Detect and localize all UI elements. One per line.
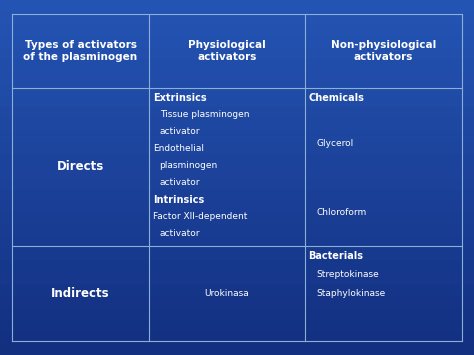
Text: Directs: Directs	[57, 160, 104, 173]
Text: Physiological
activators: Physiological activators	[188, 40, 266, 62]
Bar	[0, 331, 474, 343]
Bar	[0, 225, 474, 237]
Text: Staphylokinase: Staphylokinase	[317, 289, 386, 298]
Bar	[0, 59, 474, 71]
Bar	[0, 320, 474, 331]
Bar	[0, 308, 474, 320]
Text: activator: activator	[160, 127, 200, 136]
Text: Chemicals: Chemicals	[309, 93, 364, 103]
Text: Streptokinase: Streptokinase	[317, 270, 379, 279]
Text: Intrinsics: Intrinsics	[153, 195, 204, 205]
Text: Urokinasa: Urokinasa	[204, 289, 249, 298]
Bar	[0, 47, 474, 59]
Bar	[0, 106, 474, 118]
Bar	[0, 260, 474, 272]
Text: Non-physiological
activators: Non-physiological activators	[331, 40, 436, 62]
Text: Endothelial: Endothelial	[153, 144, 204, 153]
Bar	[0, 154, 474, 166]
Bar	[0, 284, 474, 296]
Bar	[0, 83, 474, 95]
Bar	[0, 201, 474, 213]
Text: Indirects: Indirects	[51, 287, 110, 300]
Text: Extrinsics: Extrinsics	[153, 93, 207, 103]
Bar	[0, 118, 474, 130]
Text: Tissue plasminogen: Tissue plasminogen	[160, 110, 249, 119]
Text: Factor XII-dependent: Factor XII-dependent	[153, 212, 247, 221]
Bar	[0, 95, 474, 106]
Text: Glycerol: Glycerol	[317, 139, 354, 148]
Bar	[0, 237, 474, 248]
Bar	[0, 248, 474, 260]
Text: activator: activator	[160, 178, 200, 187]
Bar	[0, 296, 474, 308]
Bar	[0, 272, 474, 284]
Text: plasminogen: plasminogen	[160, 161, 218, 170]
Bar	[0, 24, 474, 36]
Bar	[0, 130, 474, 142]
Bar	[0, 166, 474, 178]
Bar	[0, 36, 474, 47]
Bar	[0, 0, 474, 12]
Bar	[0, 142, 474, 154]
Bar	[0, 189, 474, 201]
Bar	[0, 178, 474, 189]
Text: Chloroform: Chloroform	[317, 208, 367, 217]
Text: Bacterials: Bacterials	[309, 251, 364, 261]
Bar	[0, 71, 474, 83]
Text: Types of activators
of the plasminogen: Types of activators of the plasminogen	[23, 40, 137, 62]
Bar	[0, 213, 474, 225]
Bar	[0, 343, 474, 355]
Text: activator: activator	[160, 229, 200, 238]
Bar	[0, 12, 474, 24]
